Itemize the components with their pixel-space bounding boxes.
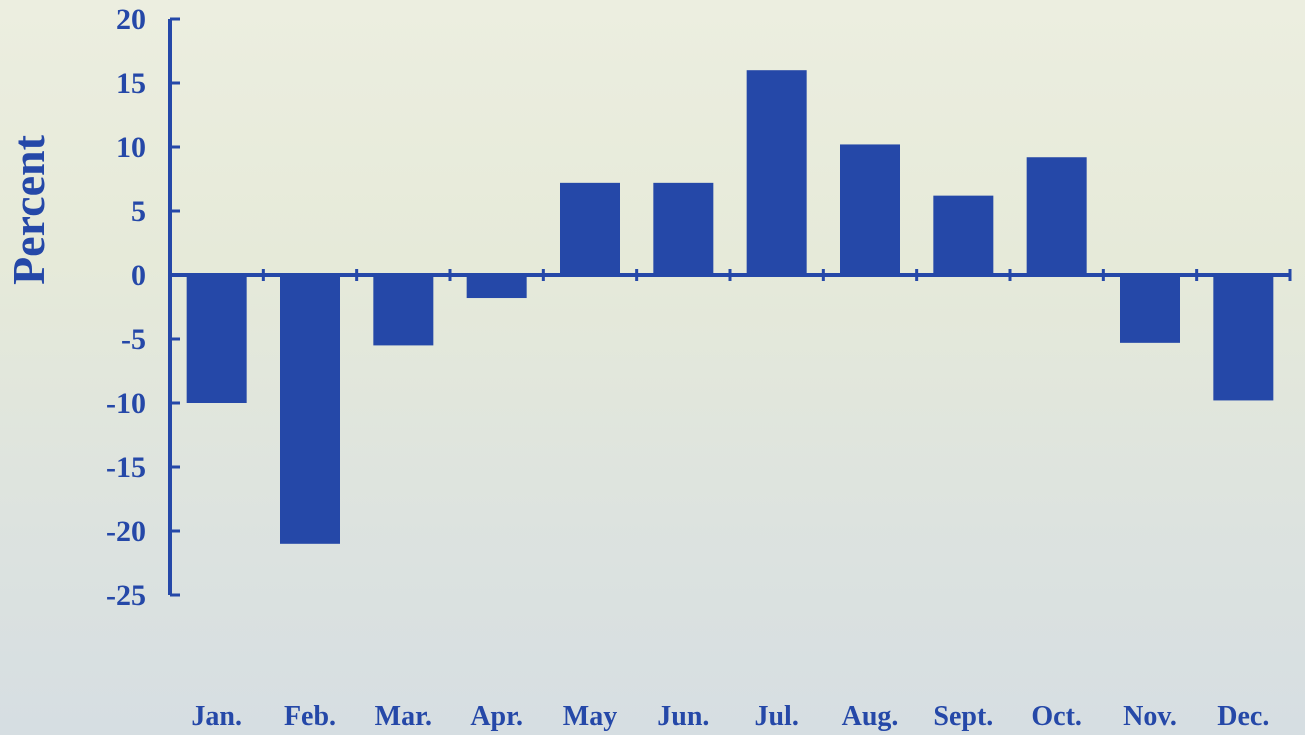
y-tick-label: -20 xyxy=(106,515,146,548)
y-tick-label: -10 xyxy=(106,387,146,420)
x-tick-label: Oct. xyxy=(1031,701,1082,732)
y-axis-label: Percent xyxy=(3,134,54,285)
x-tick-label: May xyxy=(563,701,617,732)
y-tick-label: 0 xyxy=(131,259,146,292)
bar xyxy=(746,70,807,275)
x-ticks: Jan. Feb. Mar. Apr. May Jun. Jul. Aug. Sept. Oct.… xyxy=(191,269,1292,732)
y-tick-label: -5 xyxy=(121,323,146,356)
x-tick-label: Dec. xyxy=(1217,701,1269,732)
x-tick-label: Nov. xyxy=(1123,701,1177,732)
x-tick-label: Jun. xyxy=(657,701,709,732)
bar xyxy=(560,182,620,275)
bar xyxy=(933,195,994,275)
bar xyxy=(653,182,714,275)
bar xyxy=(186,275,247,403)
bar xyxy=(1120,275,1180,343)
y-tick-label: -15 xyxy=(106,451,146,484)
x-tick-label: Jul. xyxy=(754,701,798,732)
bar xyxy=(466,275,527,299)
x-tick-label: Aug. xyxy=(842,701,899,732)
x-tick-label: Mar. xyxy=(375,701,432,732)
x-tick-label: Apr. xyxy=(470,701,523,732)
bar xyxy=(1213,275,1274,401)
y-tick-label: 20 xyxy=(116,3,146,36)
y-tick-label: -25 xyxy=(106,579,146,612)
bar xyxy=(840,144,900,275)
x-tick-label: Jan. xyxy=(191,701,242,732)
x-tick-label: Feb. xyxy=(284,701,336,732)
y-tick-label: 5 xyxy=(131,195,146,228)
bar xyxy=(280,275,340,544)
y-ticks: 20 15 10 5 0 -5 -10 -15 -20 -25 xyxy=(106,3,180,612)
y-tick-label: 10 xyxy=(116,131,146,164)
bar xyxy=(373,275,434,346)
bar xyxy=(1026,157,1087,275)
x-tick-label: Sept. xyxy=(933,701,993,732)
bars xyxy=(186,70,1274,544)
y-tick-label: 15 xyxy=(116,67,146,100)
